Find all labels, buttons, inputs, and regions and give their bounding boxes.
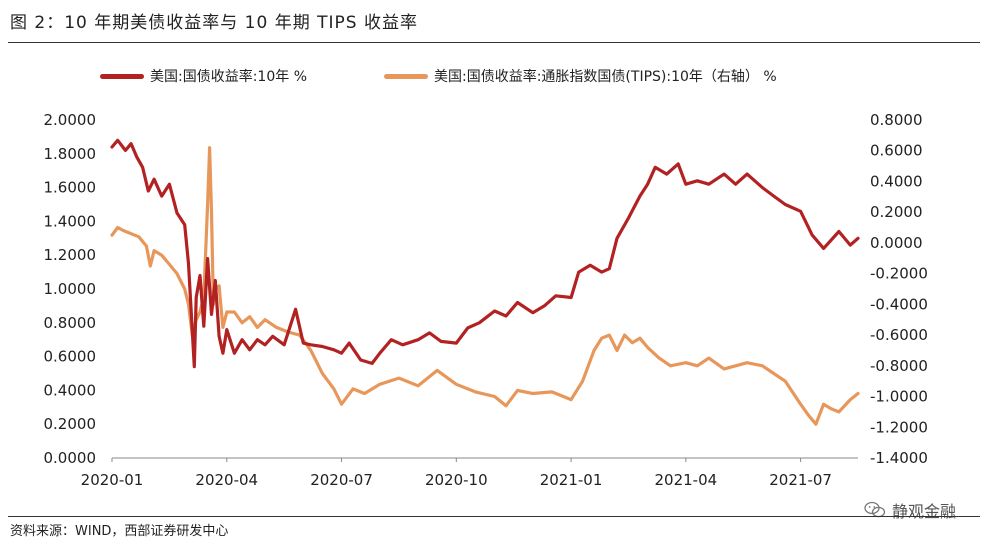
x-tick-label: 2020-01 bbox=[81, 471, 144, 489]
right-tick-label: 0.0000 bbox=[870, 234, 923, 252]
left-tick-label: 1.0000 bbox=[44, 280, 97, 298]
right-tick-label: -0.8000 bbox=[870, 357, 928, 375]
left-tick-label: 1.2000 bbox=[44, 246, 97, 264]
legend-swatch-treasury bbox=[100, 73, 144, 79]
x-tick-label: 2020-07 bbox=[310, 471, 373, 489]
right-tick-label: -0.6000 bbox=[870, 326, 928, 344]
title-divider bbox=[8, 42, 980, 43]
right-tick-label: -0.2000 bbox=[870, 265, 928, 283]
x-tick-label: 2021-07 bbox=[769, 471, 832, 489]
right-tick-label: -1.4000 bbox=[870, 449, 928, 467]
legend-label-treasury: 美国:国债收益率:10年 % bbox=[150, 69, 308, 85]
x-tick-label: 2020-04 bbox=[195, 471, 258, 489]
right-tick-label: 0.2000 bbox=[870, 203, 923, 221]
left-tick-label: 0.0000 bbox=[44, 449, 97, 467]
right-tick-label: 0.6000 bbox=[870, 142, 923, 160]
x-tick-label: 2021-01 bbox=[540, 471, 603, 489]
series-line-tips-10y bbox=[110, 146, 860, 426]
watermark: 静观金融 bbox=[861, 498, 958, 522]
series-line-treasury-10y bbox=[110, 138, 860, 369]
right-tick-label: 0.4000 bbox=[870, 172, 923, 190]
chart-title: 图 2：10 年期美债收益率与 10 年期 TIPS 收益率 bbox=[10, 13, 418, 33]
plot-area: 0.0000 0.2000 0.4000 0.6000 0.8000 1.0000 1.20… bbox=[44, 111, 928, 489]
left-tick-label: 0.8000 bbox=[44, 314, 97, 332]
left-tick-label: 1.8000 bbox=[44, 145, 97, 163]
legend-item-treasury: 美国:国债收益率:10年 % bbox=[100, 66, 307, 86]
right-tick-label: 0.8000 bbox=[870, 111, 923, 129]
right-tick-label: -0.4000 bbox=[870, 295, 928, 313]
left-tick-label: 2.0000 bbox=[44, 111, 97, 129]
source-note: 资料来源：WIND，西部证券研发中心 bbox=[10, 524, 229, 539]
left-tick-label: 0.2000 bbox=[44, 415, 97, 433]
left-tick-label: 0.6000 bbox=[44, 348, 97, 366]
right-tick-label: -1.0000 bbox=[870, 388, 928, 406]
x-tick-label: 2020-10 bbox=[425, 471, 488, 489]
legend-item-tips: 美国:国债收益率:通胀指数国债(TIPS):10年（右轴） % bbox=[384, 66, 777, 86]
right-tick-label: -1.2000 bbox=[870, 418, 928, 436]
legend-swatch-tips bbox=[384, 73, 428, 79]
left-tick-label: 0.4000 bbox=[44, 381, 97, 399]
legend-label-tips: 美国:国债收益率:通胀指数国债(TIPS):10年（右轴） % bbox=[434, 69, 777, 85]
source-divider bbox=[8, 516, 980, 517]
x-tick-label: 2021-04 bbox=[655, 471, 718, 489]
watermark-text: 静观金融 bbox=[891, 502, 956, 521]
left-tick-label: 1.6000 bbox=[44, 179, 97, 197]
left-tick-label: 1.4000 bbox=[44, 212, 97, 230]
